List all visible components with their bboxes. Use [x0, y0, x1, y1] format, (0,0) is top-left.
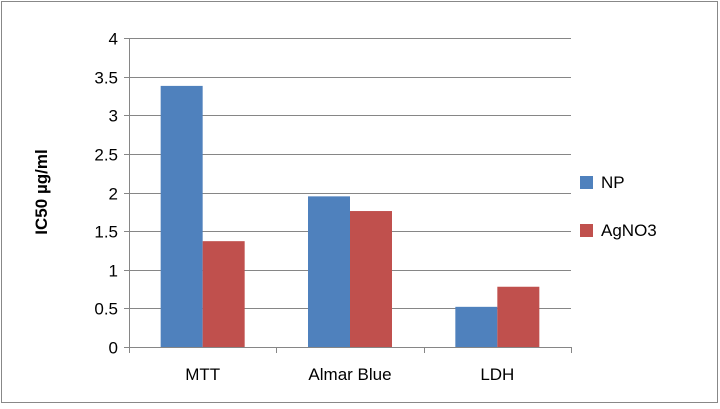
y-tick-label: 2 — [109, 185, 118, 204]
y-tick-label: 1 — [109, 262, 118, 281]
x-tick-label: LDH — [480, 365, 514, 384]
legend-swatch-np — [580, 176, 593, 189]
legend: NP AgNO3 — [580, 173, 657, 240]
y-tick-label: 2.5 — [94, 146, 118, 165]
y-tick-labels: 0 0.5 1 1.5 2 2.5 3 3.5 4 — [94, 30, 118, 358]
legend-label-np: NP — [601, 173, 625, 192]
y-tick-label: 1.5 — [94, 223, 118, 242]
bar-np-almar-blue — [308, 196, 350, 347]
bar-np-ldh — [455, 306, 498, 347]
bar-np-mtt — [160, 85, 203, 348]
bars — [160, 85, 540, 348]
bar-agno3-ldh — [497, 286, 540, 347]
y-tick-label: 3 — [109, 107, 118, 126]
y-tick-label: 4 — [109, 30, 118, 49]
bar-agno3-almar-blue — [350, 211, 392, 347]
bar-agno3-mtt — [202, 241, 245, 347]
y-tick-label: 0.5 — [94, 300, 118, 319]
y-tick-label: 0 — [109, 339, 118, 358]
axes — [124, 38, 572, 353]
x-tick-label: MTT — [185, 365, 220, 384]
x-tick-labels: MTT Almar Blue LDH — [185, 365, 514, 384]
x-tick-label: Almar Blue — [308, 365, 391, 384]
legend-label-agno3: AgNO3 — [601, 221, 657, 240]
legend-swatch-agno3 — [580, 224, 593, 237]
y-tick-label: 3.5 — [94, 69, 118, 88]
y-axis-label: IC50 µg/ml — [32, 149, 51, 234]
